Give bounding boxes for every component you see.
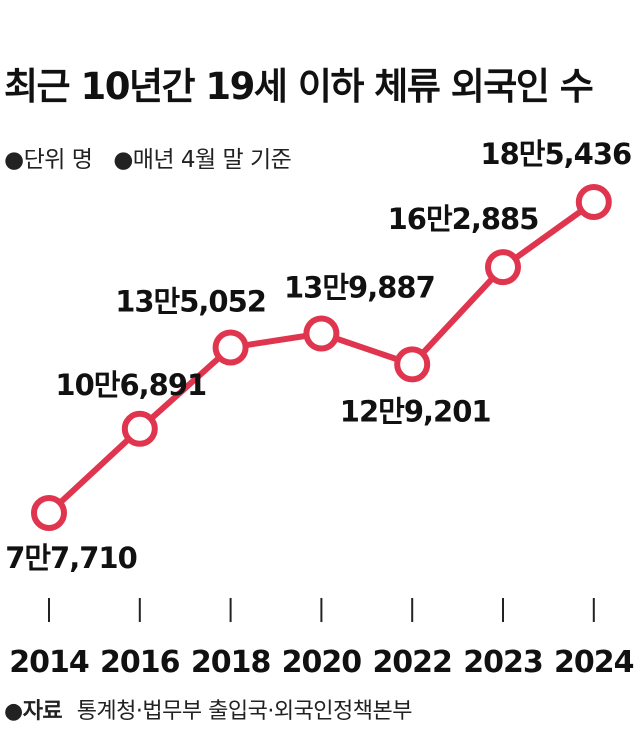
data-label-2024: 18만5,436 [480,137,631,171]
x-tick-label-2018: 2018 [191,645,271,680]
series-line [46,199,597,516]
data-label-2018: 13만5,052 [115,285,266,319]
data-point-2016 [121,410,158,447]
basis-note: ●매년 4월 말 기준 [113,147,292,173]
x-tick-label-2016: 2016 [100,645,180,680]
data-label-2020: 13만9,887 [284,271,435,305]
data-label-2023: 16만2,885 [388,202,539,236]
data-point-2018 [212,329,249,366]
x-tick-label-2020: 2020 [282,645,362,680]
data-label-2016: 10만6,891 [55,368,206,402]
x-tick-label-2024: 2024 [554,645,634,680]
data-point-2020 [303,315,340,352]
source-text: 통계청·법무부 출입국·외국인정책본부 [76,699,413,724]
data-point-2014 [31,495,67,531]
data-point-2022 [394,346,431,383]
x-tick-label-2014: 2014 [9,645,89,680]
chart-notes: ●단위 명 ●매년 4월 말 기준 [4,140,305,174]
x-tick-label-2023: 2023 [463,645,543,680]
data-point-2023 [485,249,521,286]
data-label-2014: 7만7,710 [5,541,137,575]
unit-note: ●단위 명 [4,147,93,173]
x-tick-label-2022: 2022 [372,645,452,680]
source-label: ●자료 [4,699,63,724]
source-note: ●자료 통계청·법무부 출입국·외국인정책본부 [4,693,413,725]
data-label-2022: 12만9,201 [340,394,491,428]
chart-title: 최근 10년간 19세 이하 체류 외국인 수 [4,65,594,108]
data-point-2024 [575,184,612,220]
